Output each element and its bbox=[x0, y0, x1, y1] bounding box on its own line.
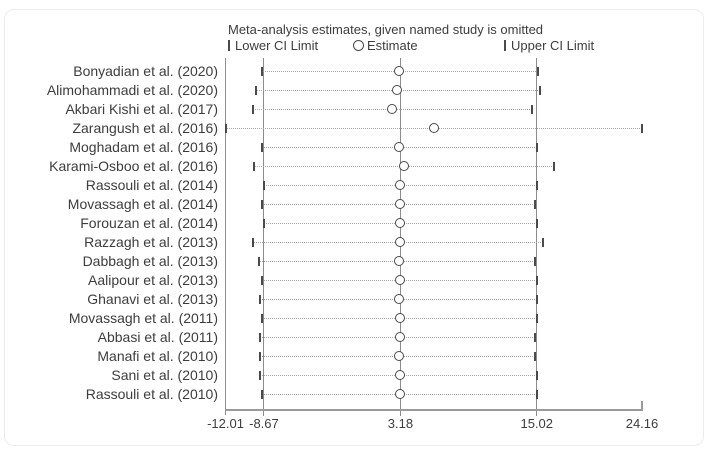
estimate-marker bbox=[387, 103, 398, 114]
upper-ci-marker-icon bbox=[504, 40, 506, 51]
estimate-marker bbox=[393, 255, 404, 266]
upper-ci-tick bbox=[535, 142, 538, 152]
study-label: Movassagh et al. (2011) bbox=[68, 310, 218, 326]
estimate-marker bbox=[393, 65, 404, 76]
upper-ci-tick bbox=[535, 389, 538, 399]
lower-ci-tick bbox=[252, 237, 255, 247]
estimate-marker bbox=[391, 84, 402, 95]
upper-ci-tick bbox=[530, 104, 533, 114]
lower-ci-tick bbox=[252, 104, 255, 114]
study-label: Forouzan et al. (2014) bbox=[80, 215, 218, 231]
x-axis-tick bbox=[263, 411, 265, 416]
study-label: Rassouli et al. (2014) bbox=[85, 177, 218, 193]
legend-upper-label: Upper CI Limit bbox=[511, 38, 595, 53]
lower-ci-tick bbox=[261, 313, 264, 323]
estimate-marker bbox=[395, 179, 406, 190]
study-label: Dabbagh et al. (2013) bbox=[82, 253, 218, 269]
upper-ci-tick bbox=[535, 180, 538, 190]
estimate-marker bbox=[395, 217, 406, 228]
lower-ci-tick bbox=[261, 389, 264, 399]
lower-ci-tick bbox=[253, 161, 256, 171]
lower-ci-tick bbox=[258, 256, 260, 266]
study-label: Akbari Kishi et al. (2017) bbox=[65, 101, 218, 117]
study-label: Alimohammadi et al. (2020) bbox=[46, 82, 218, 98]
lower-ci-marker-icon bbox=[228, 40, 230, 51]
reference-line bbox=[263, 58, 265, 410]
legend-lower-label: Lower CI Limit bbox=[235, 38, 319, 53]
lower-ci-tick bbox=[224, 123, 227, 133]
lower-ci-tick bbox=[259, 294, 262, 304]
upper-ci-tick bbox=[534, 332, 537, 342]
y-axis-line bbox=[225, 58, 226, 415]
estimate-marker bbox=[428, 122, 439, 133]
upper-ci-tick bbox=[536, 66, 539, 76]
chart-title: Meta-analysis estimates, given named stu… bbox=[228, 22, 544, 37]
estimate-marker bbox=[395, 198, 406, 209]
lower-ci-tick bbox=[262, 180, 265, 190]
estimate-marker bbox=[393, 141, 404, 152]
estimate-marker bbox=[398, 160, 409, 171]
legend-estimate-label: Estimate bbox=[367, 38, 418, 53]
x-tick-label: 3.18 bbox=[387, 416, 414, 431]
upper-ci-tick bbox=[534, 256, 537, 266]
x-tick-label: -8.67 bbox=[249, 416, 279, 431]
estimate-marker bbox=[395, 369, 406, 380]
lower-ci-tick bbox=[259, 332, 262, 342]
lower-ci-tick bbox=[262, 218, 265, 228]
upper-ci-tick bbox=[535, 294, 538, 304]
upper-ci-tick bbox=[535, 370, 538, 380]
lower-ci-tick bbox=[261, 275, 264, 285]
lower-ci-tick bbox=[259, 351, 262, 361]
upper-ci-tick bbox=[641, 123, 643, 133]
study-label: Zarangush et al. (2016) bbox=[72, 120, 218, 136]
estimate-marker bbox=[395, 388, 406, 399]
x-tick-label: 15.02 bbox=[520, 416, 554, 431]
lower-ci-tick bbox=[254, 85, 257, 95]
estimate-marker bbox=[395, 331, 406, 342]
x-axis bbox=[225, 409, 643, 411]
x-axis-tick bbox=[536, 411, 538, 416]
reference-line bbox=[399, 58, 401, 410]
upper-ci-tick bbox=[542, 237, 545, 247]
estimate-marker bbox=[393, 350, 404, 361]
study-label: Moghadam et al. (2016) bbox=[69, 139, 218, 155]
x-axis-end-tick bbox=[640, 401, 643, 409]
legend-item-upper-ci: Upper CI Limit bbox=[504, 38, 594, 53]
legend-item-estimate: Estimate bbox=[353, 38, 418, 53]
study-label: Aalipour et al. (2013) bbox=[88, 272, 218, 288]
study-label: Manafi et al. (2010) bbox=[97, 348, 218, 364]
study-label: Sani et al. (2010) bbox=[111, 367, 218, 383]
study-label: Movassagh et al. (2014) bbox=[67, 196, 218, 212]
study-label: Rassouli et al. (2010) bbox=[85, 386, 218, 402]
x-tick-label: 24.16 bbox=[625, 416, 659, 431]
estimate-marker bbox=[395, 236, 406, 247]
upper-ci-tick bbox=[534, 199, 537, 209]
study-label: Razzagh et al. (2013) bbox=[84, 234, 218, 250]
lower-ci-tick bbox=[261, 142, 264, 152]
lower-ci-tick bbox=[261, 199, 264, 209]
study-label: Karami-Osboo et al. (2016) bbox=[49, 158, 218, 174]
upper-ci-tick bbox=[535, 313, 538, 323]
lower-ci-tick bbox=[259, 370, 262, 380]
study-label: Abbasi et al. (2011) bbox=[97, 329, 218, 345]
estimate-marker bbox=[395, 312, 406, 323]
estimate-marker-icon bbox=[353, 40, 364, 51]
upper-ci-tick bbox=[535, 218, 538, 228]
upper-ci-tick bbox=[552, 161, 555, 171]
x-tick-label: -12.01 bbox=[207, 416, 244, 431]
upper-ci-tick bbox=[535, 275, 538, 285]
x-axis-tick bbox=[399, 411, 401, 416]
estimate-marker bbox=[395, 274, 406, 285]
upper-ci-tick bbox=[534, 351, 537, 361]
lower-ci-tick bbox=[261, 66, 264, 76]
upper-ci-tick bbox=[538, 85, 541, 95]
study-label: Bonyadian et al. (2020) bbox=[73, 63, 218, 79]
reference-line bbox=[536, 58, 538, 410]
study-label: Ghanavi et al. (2013) bbox=[87, 291, 218, 307]
estimate-marker bbox=[393, 293, 404, 304]
legend-item-lower-ci: Lower CI Limit bbox=[228, 38, 318, 53]
